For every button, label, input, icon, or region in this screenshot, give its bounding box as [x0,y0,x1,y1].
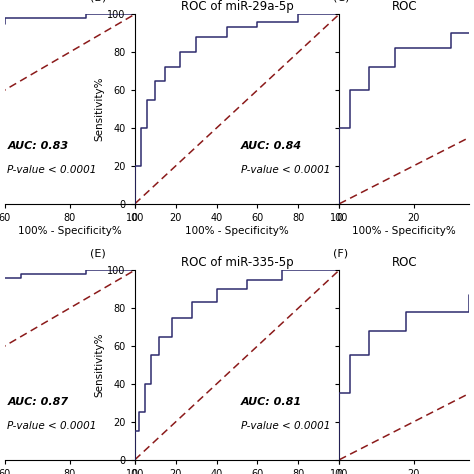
Text: AUC: 0.84: AUC: 0.84 [241,141,302,151]
Text: (F): (F) [333,249,348,259]
Title: ROC of miR-335-5p: ROC of miR-335-5p [181,256,293,269]
Y-axis label: Sensitivity%: Sensitivity% [95,77,105,141]
Title: ROC: ROC [392,256,417,269]
Text: (C): (C) [333,0,349,3]
X-axis label: 100% - Specificity%: 100% - Specificity% [18,226,122,236]
X-axis label: 100% - Specificity%: 100% - Specificity% [352,226,456,236]
Text: (E): (E) [90,249,106,259]
Title: ROC: ROC [392,0,417,13]
Text: AUC: 0.83: AUC: 0.83 [7,141,68,151]
Text: P-value < 0.0001: P-value < 0.0001 [7,165,97,175]
Text: (B): (B) [90,0,106,3]
Text: AUC: 0.81: AUC: 0.81 [241,397,302,407]
Text: P-value < 0.0001: P-value < 0.0001 [241,165,330,175]
X-axis label: 100% - Specificity%: 100% - Specificity% [185,226,289,236]
Text: P-value < 0.0001: P-value < 0.0001 [7,421,97,431]
Y-axis label: Sensitivity%: Sensitivity% [95,333,105,397]
Title: ROC of miR-29a-5p: ROC of miR-29a-5p [181,0,293,13]
Text: P-value < 0.0001: P-value < 0.0001 [241,421,330,431]
Text: AUC: 0.87: AUC: 0.87 [7,397,68,407]
